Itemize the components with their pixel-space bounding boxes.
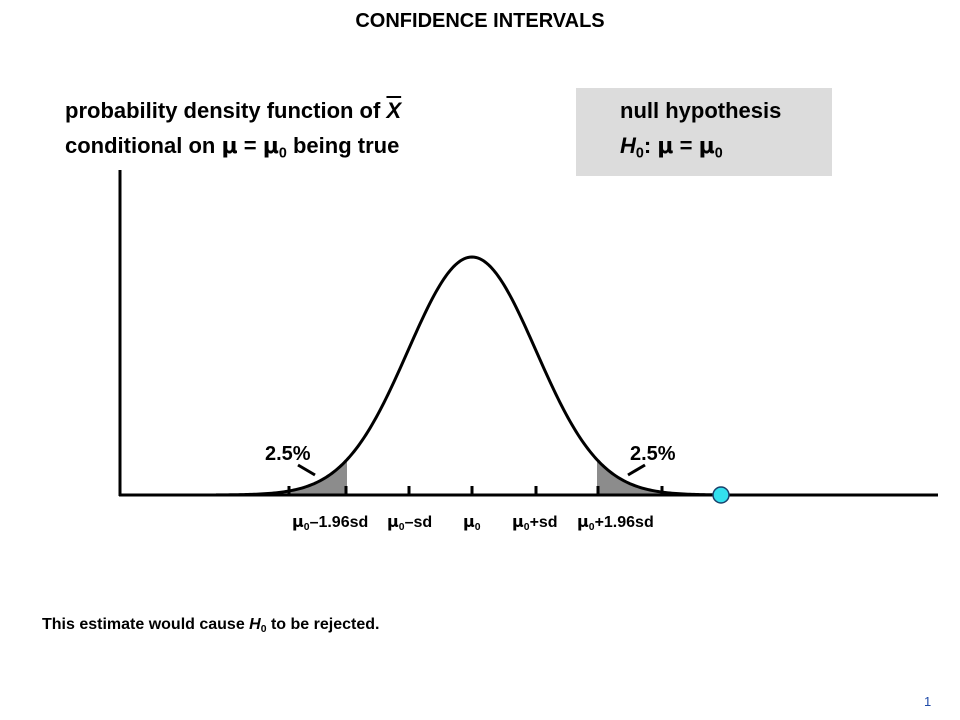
pdf-caption-line2: conditional on μ = μ0 being true [65,133,400,162]
note-prefix: This estimate would cause [42,616,250,633]
pdf-caption-line1: probability density function of X [65,98,401,124]
mu-symbol: μ [463,512,475,531]
tick-label-mu0: μ0 [463,512,481,534]
equals-sign: = [237,133,263,158]
mu-symbol: μ [221,134,238,159]
conditional-text: conditional on [65,133,222,158]
tick-label-minus-sd: μ0–sd [387,512,433,534]
null-hypothesis-title: null hypothesis [620,98,782,123]
right-tail-shaded-area [597,459,664,495]
tick-suffix: +sd [529,514,558,531]
tick-label-plus-sd: μ0+sd [512,512,558,534]
mu-symbol: μ [577,512,589,531]
left-tail-label: 2.5% [265,443,311,465]
mu-symbol: μ [512,512,524,531]
h-symbol: H [620,133,636,158]
h-symbol: H [249,616,261,633]
mu-symbol: μ [292,512,304,531]
mu0-subscript: 0 [398,522,405,534]
h-subscript: 0 [260,624,267,636]
rejection-note: This estimate would cause H0 to be rejec… [42,616,380,636]
null-hypothesis-box: null hypothesis H0: μ = μ0 [576,88,832,176]
page-number: 1 [924,694,932,709]
tick-suffix: –1.96sd [309,514,369,531]
mu0-subscript: 0 [588,522,595,534]
mu0-subscript: 0 [523,522,530,534]
tick-suffix: –sd [404,514,433,531]
mu-symbol: μ [387,512,399,531]
axis-ticks [287,486,664,495]
mu-symbol: μ [657,134,674,159]
mu0-subscript: 0 [714,145,723,162]
mu0-symbol: μ [262,134,279,159]
h-subscript: 0 [635,145,644,162]
density-curve [215,255,729,497]
tick-labels: μ0–1.96sd μ0–sd μ0 μ0+sd μ0+1.96sd [0,512,960,536]
x-bar-symbol: X [386,98,402,123]
mu0-subscript: 0 [303,522,310,534]
colon: : [643,133,658,158]
equals-sign: = [673,133,699,158]
estimate-marker [712,486,730,504]
tick-label-plus-1-96sd: μ0+1.96sd [577,512,654,534]
mu0-subscript: 0 [474,522,481,534]
note-suffix: to be rejected. [266,616,380,633]
left-tail-shaded-area [280,459,347,495]
slide-title: CONFIDENCE INTERVALS [355,10,605,32]
right-tail-label: 2.5% [630,443,676,465]
mu0-subscript: 0 [278,145,287,162]
being-true-text: being true [286,133,400,158]
null-hypothesis-equation: H0: μ = μ0 [620,133,723,162]
tick-label-minus-1-96sd: μ0–1.96sd [292,512,369,534]
pdf-caption-prefix: probability density function of [65,98,387,123]
left-tail-pointer [297,463,316,477]
right-tail-pointer [627,463,646,477]
mu0-symbol: μ [698,134,715,159]
tick-suffix: +1.96sd [594,514,654,531]
